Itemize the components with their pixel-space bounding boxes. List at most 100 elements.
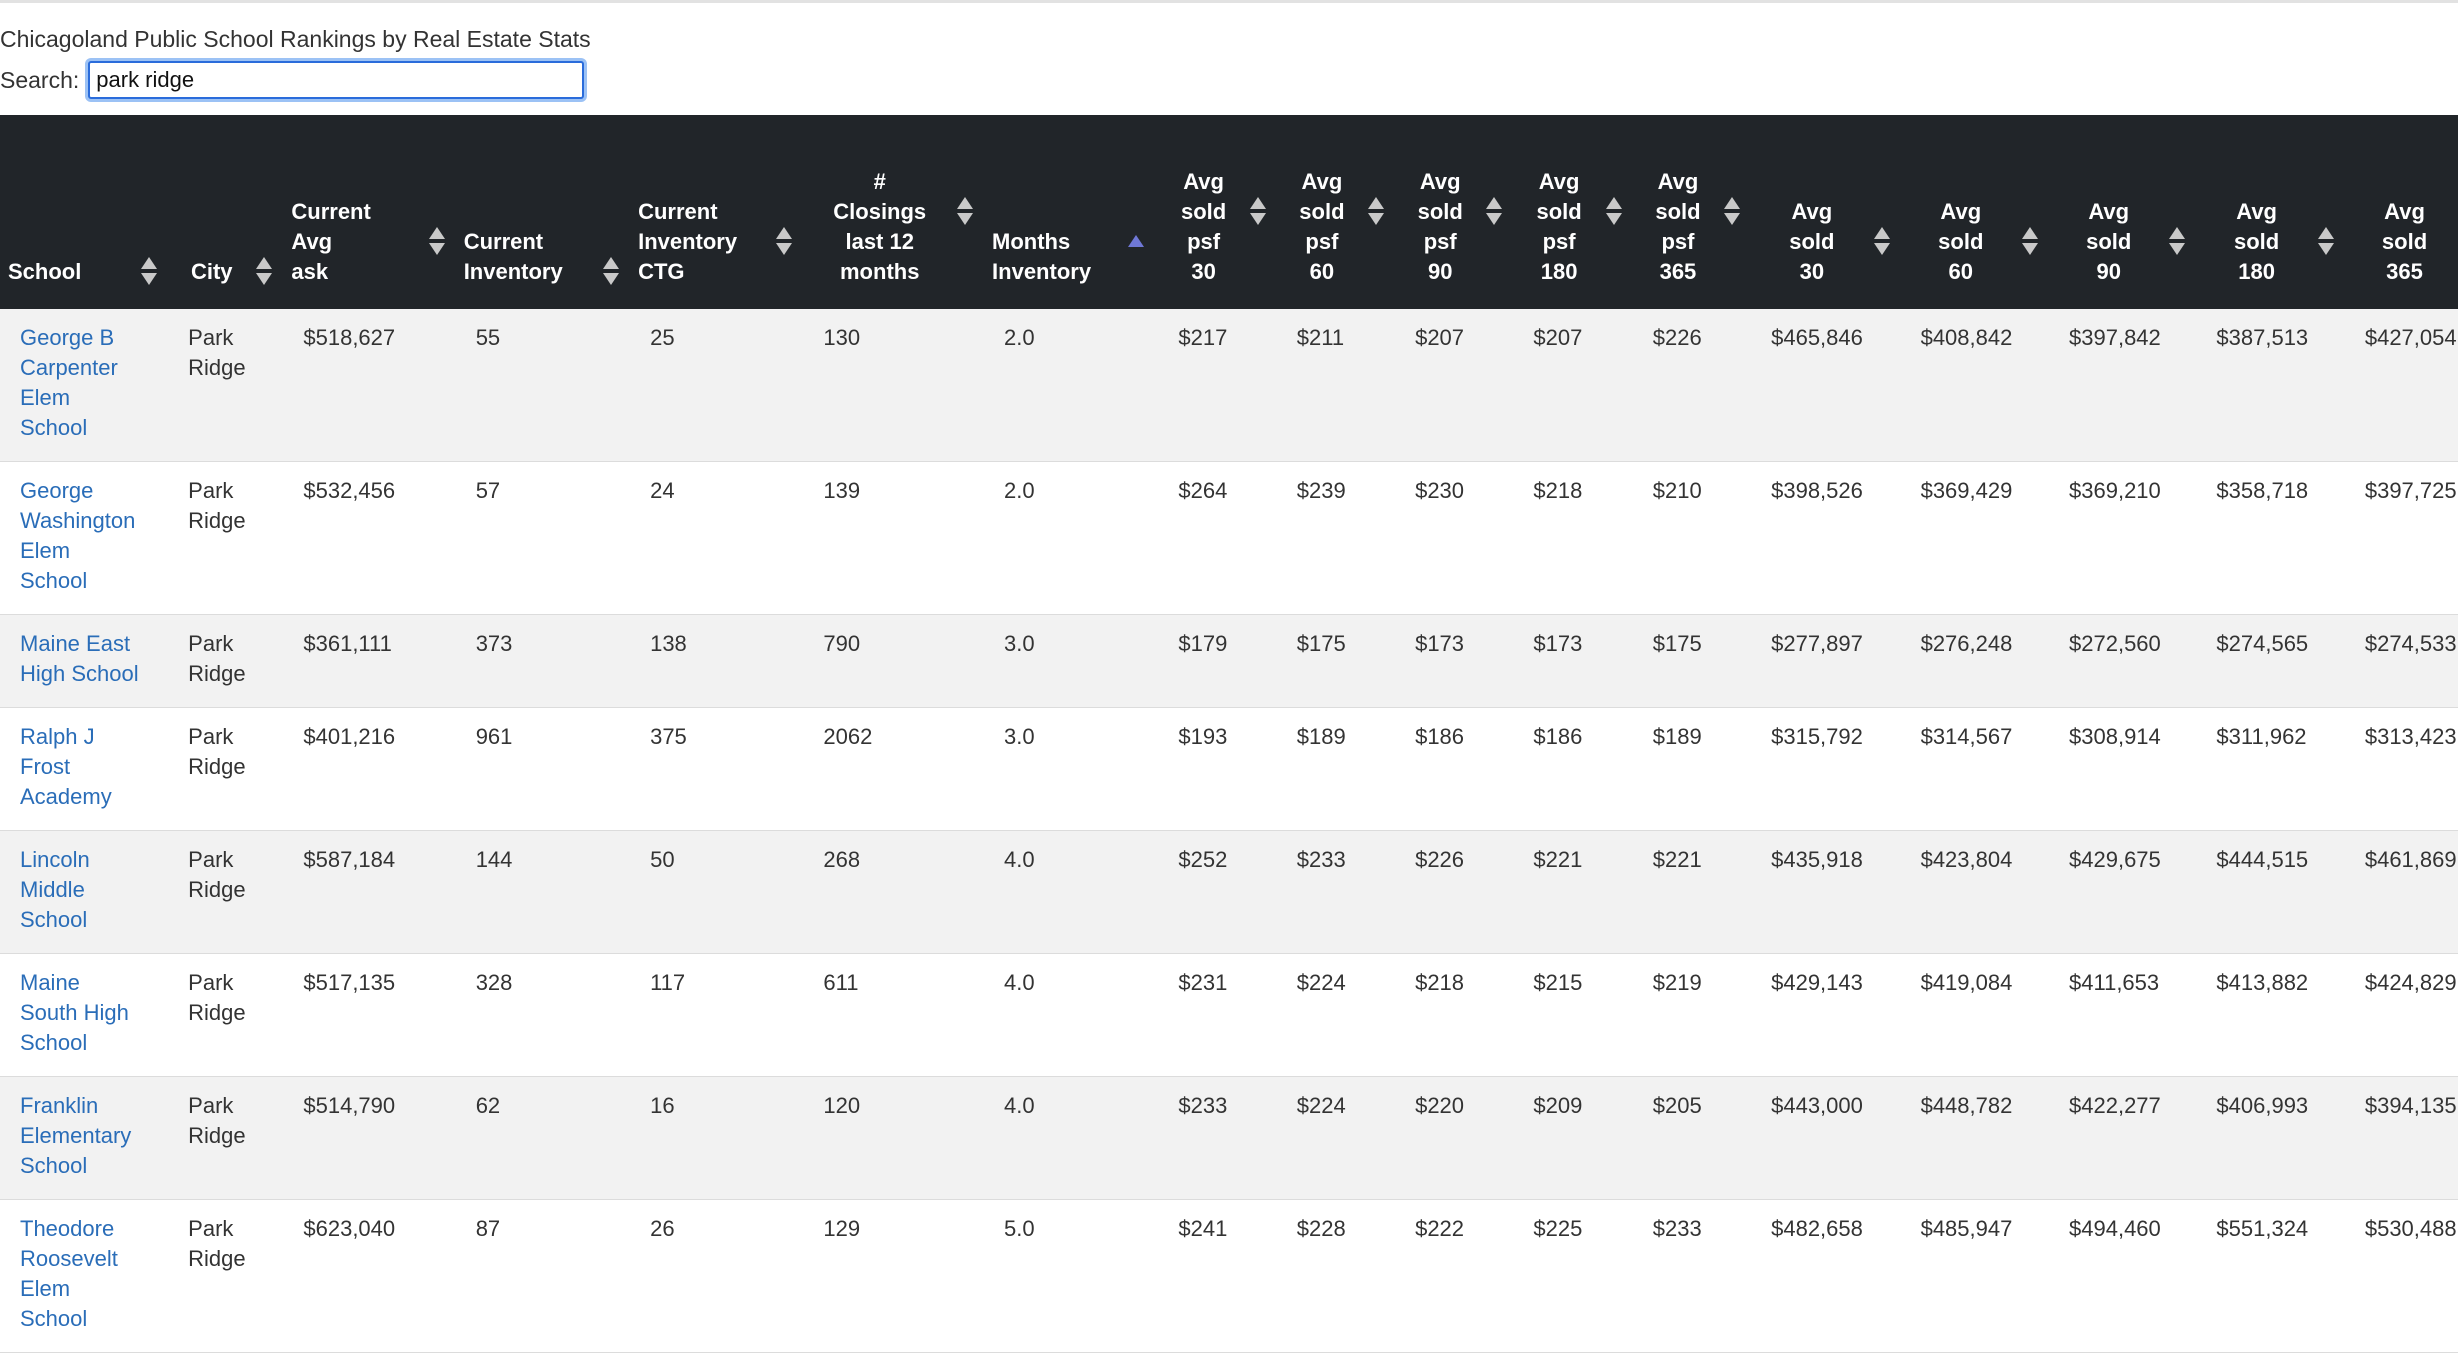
school-link[interactable]: Maine East High School <box>20 631 139 686</box>
table-cell: $465,846 <box>1751 309 1901 462</box>
school-link[interactable]: Maine South High School <box>20 970 129 1055</box>
column-header-label: # Closings last 12 months <box>833 169 927 284</box>
table-cell: $406,993 <box>2196 1076 2345 1200</box>
school-link[interactable]: Theodore Roosevelt Elem School <box>20 1216 118 1331</box>
table-body: George B Carpenter Elem School Park Ridge… <box>0 309 2458 1353</box>
school-cell: Ralph J Frost Academy <box>0 707 169 831</box>
table-cell: $221 <box>1632 830 1752 954</box>
column-header[interactable]: Avg sold psf 365 <box>1633 115 1751 309</box>
school-cell: Theodore Roosevelt Elem School <box>0 1199 169 1353</box>
sort-icon[interactable] <box>602 257 620 287</box>
column-header[interactable]: Avg sold psf 180 <box>1513 115 1632 309</box>
table-cell: $224 <box>1276 1076 1396 1200</box>
table-cell: $429,143 <box>1751 953 1901 1077</box>
column-header-label: Avg sold 30 <box>1789 199 1835 284</box>
table-cell: $494,460 <box>2049 1199 2197 1353</box>
sort-icon[interactable] <box>1873 227 1891 257</box>
table-cell: Park Ridge <box>168 1076 284 1200</box>
column-header-label: Avg sold 365 <box>2381 199 2428 284</box>
table-cell: $179 <box>1158 614 1277 708</box>
table-cell: $207 <box>1513 309 1633 462</box>
table-cell: $518,627 <box>283 309 456 462</box>
sort-ascending-icon[interactable] <box>1128 235 1145 247</box>
sort-icon[interactable] <box>1723 197 1741 227</box>
column-header[interactable]: Current Inventory <box>456 115 630 309</box>
table-cell: $411,653 <box>2049 953 2197 1077</box>
table-cell: $276,248 <box>1900 614 2050 708</box>
column-header[interactable]: Avg sold 60 <box>1901 115 2049 309</box>
column-header[interactable]: Current Inventory CTG <box>630 115 803 309</box>
sort-icon[interactable] <box>428 227 446 257</box>
table-cell: $215 <box>1513 953 1633 1077</box>
table-cell: $408,842 <box>1900 309 2050 462</box>
column-header[interactable]: Avg sold 90 <box>2049 115 2196 309</box>
column-header-label: City <box>190 259 233 284</box>
table-cell: $217 <box>1158 309 1277 462</box>
table-cell: 130 <box>803 309 985 462</box>
table-cell: Park Ridge <box>168 830 284 954</box>
column-header[interactable]: City <box>168 115 283 309</box>
table-cell: $369,429 <box>1900 461 2050 615</box>
sort-icon[interactable] <box>1249 197 1267 227</box>
table-cell: 3.0 <box>984 614 1159 708</box>
table-cell: $228 <box>1276 1199 1396 1353</box>
table-cell: $193 <box>1158 707 1277 831</box>
rankings-table-container: School City Current Avg ask Current Invento… <box>0 115 2458 1364</box>
column-header[interactable]: Avg sold 30 <box>1751 115 1900 309</box>
table-row: George Washington Elem School Park Ridge $… <box>0 461 2458 615</box>
school-cell: George B Carpenter Elem School <box>0 309 169 462</box>
search-bar: Search: <box>0 58 585 102</box>
school-link[interactable]: Ralph J Frost Academy <box>20 724 112 809</box>
column-header[interactable]: # Closings last 12 months <box>803 115 984 309</box>
school-link[interactable]: George B Carpenter Elem School <box>20 325 118 440</box>
header-row: School City Current Avg ask Current Invento… <box>0 115 2458 309</box>
table-cell: 120 <box>803 1076 985 1200</box>
column-header[interactable]: Avg sold 180 <box>2196 115 2344 309</box>
sort-icon[interactable] <box>1605 197 1623 227</box>
sort-icon[interactable] <box>2317 227 2335 257</box>
school-link[interactable]: Lincoln Middle School <box>20 847 90 932</box>
table-cell: 55 <box>455 309 631 462</box>
sort-icon[interactable] <box>1485 197 1503 227</box>
sort-icon[interactable] <box>2021 227 2039 257</box>
column-header[interactable]: Months Inventory <box>984 115 1158 309</box>
table-cell: 139 <box>803 461 985 615</box>
table-cell: 144 <box>455 830 631 954</box>
table-cell: $222 <box>1395 1199 1514 1353</box>
table-cell: $394,135 <box>2344 1076 2458 1200</box>
column-header-label: Avg sold 90 <box>2086 199 2132 284</box>
table-cell: $444,515 <box>2196 830 2345 954</box>
sort-icon[interactable] <box>956 197 974 227</box>
column-header[interactable]: School <box>0 115 168 309</box>
column-header[interactable]: Avg sold psf 90 <box>1395 115 1513 309</box>
table-cell: $221 <box>1513 830 1633 954</box>
sort-icon[interactable] <box>775 227 793 257</box>
table-cell: $186 <box>1395 707 1514 831</box>
table-cell: $225 <box>1513 1199 1633 1353</box>
school-link[interactable]: George Washington Elem School <box>20 478 136 593</box>
school-cell: George Washington Elem School <box>0 461 169 615</box>
sort-icon[interactable] <box>255 257 273 287</box>
column-header[interactable]: Avg sold psf 30 <box>1158 115 1276 309</box>
table-row: Theodore Roosevelt Elem School Park Ridge… <box>0 1199 2458 1353</box>
school-cell: Franklin Elementary School <box>0 1076 169 1200</box>
column-header-label: Current Inventory <box>463 229 563 284</box>
table-cell: 129 <box>803 1199 985 1353</box>
column-header[interactable]: Avg sold 365 <box>2345 115 2458 309</box>
table-cell: $587,184 <box>283 830 456 954</box>
table-cell: $233 <box>1158 1076 1277 1200</box>
column-header[interactable]: Avg sold psf 60 <box>1277 115 1395 309</box>
table-cell: $423,804 <box>1900 830 2050 954</box>
table-cell: $233 <box>1632 1199 1752 1353</box>
school-cell: Maine South High School <box>0 953 169 1077</box>
sort-icon[interactable] <box>1367 197 1385 227</box>
rankings-table: School City Current Avg ask Current Invento… <box>0 115 2458 1353</box>
sort-icon[interactable] <box>2168 227 2186 257</box>
search-input[interactable] <box>88 61 585 99</box>
table-cell: $209 <box>1513 1076 1633 1200</box>
column-header-label: Avg sold 180 <box>2234 199 2280 284</box>
sort-icon[interactable] <box>140 257 158 287</box>
table-cell: $530,488 <box>2344 1199 2458 1353</box>
column-header[interactable]: Current Avg ask <box>283 115 455 309</box>
school-link[interactable]: Franklin Elementary School <box>20 1093 132 1178</box>
